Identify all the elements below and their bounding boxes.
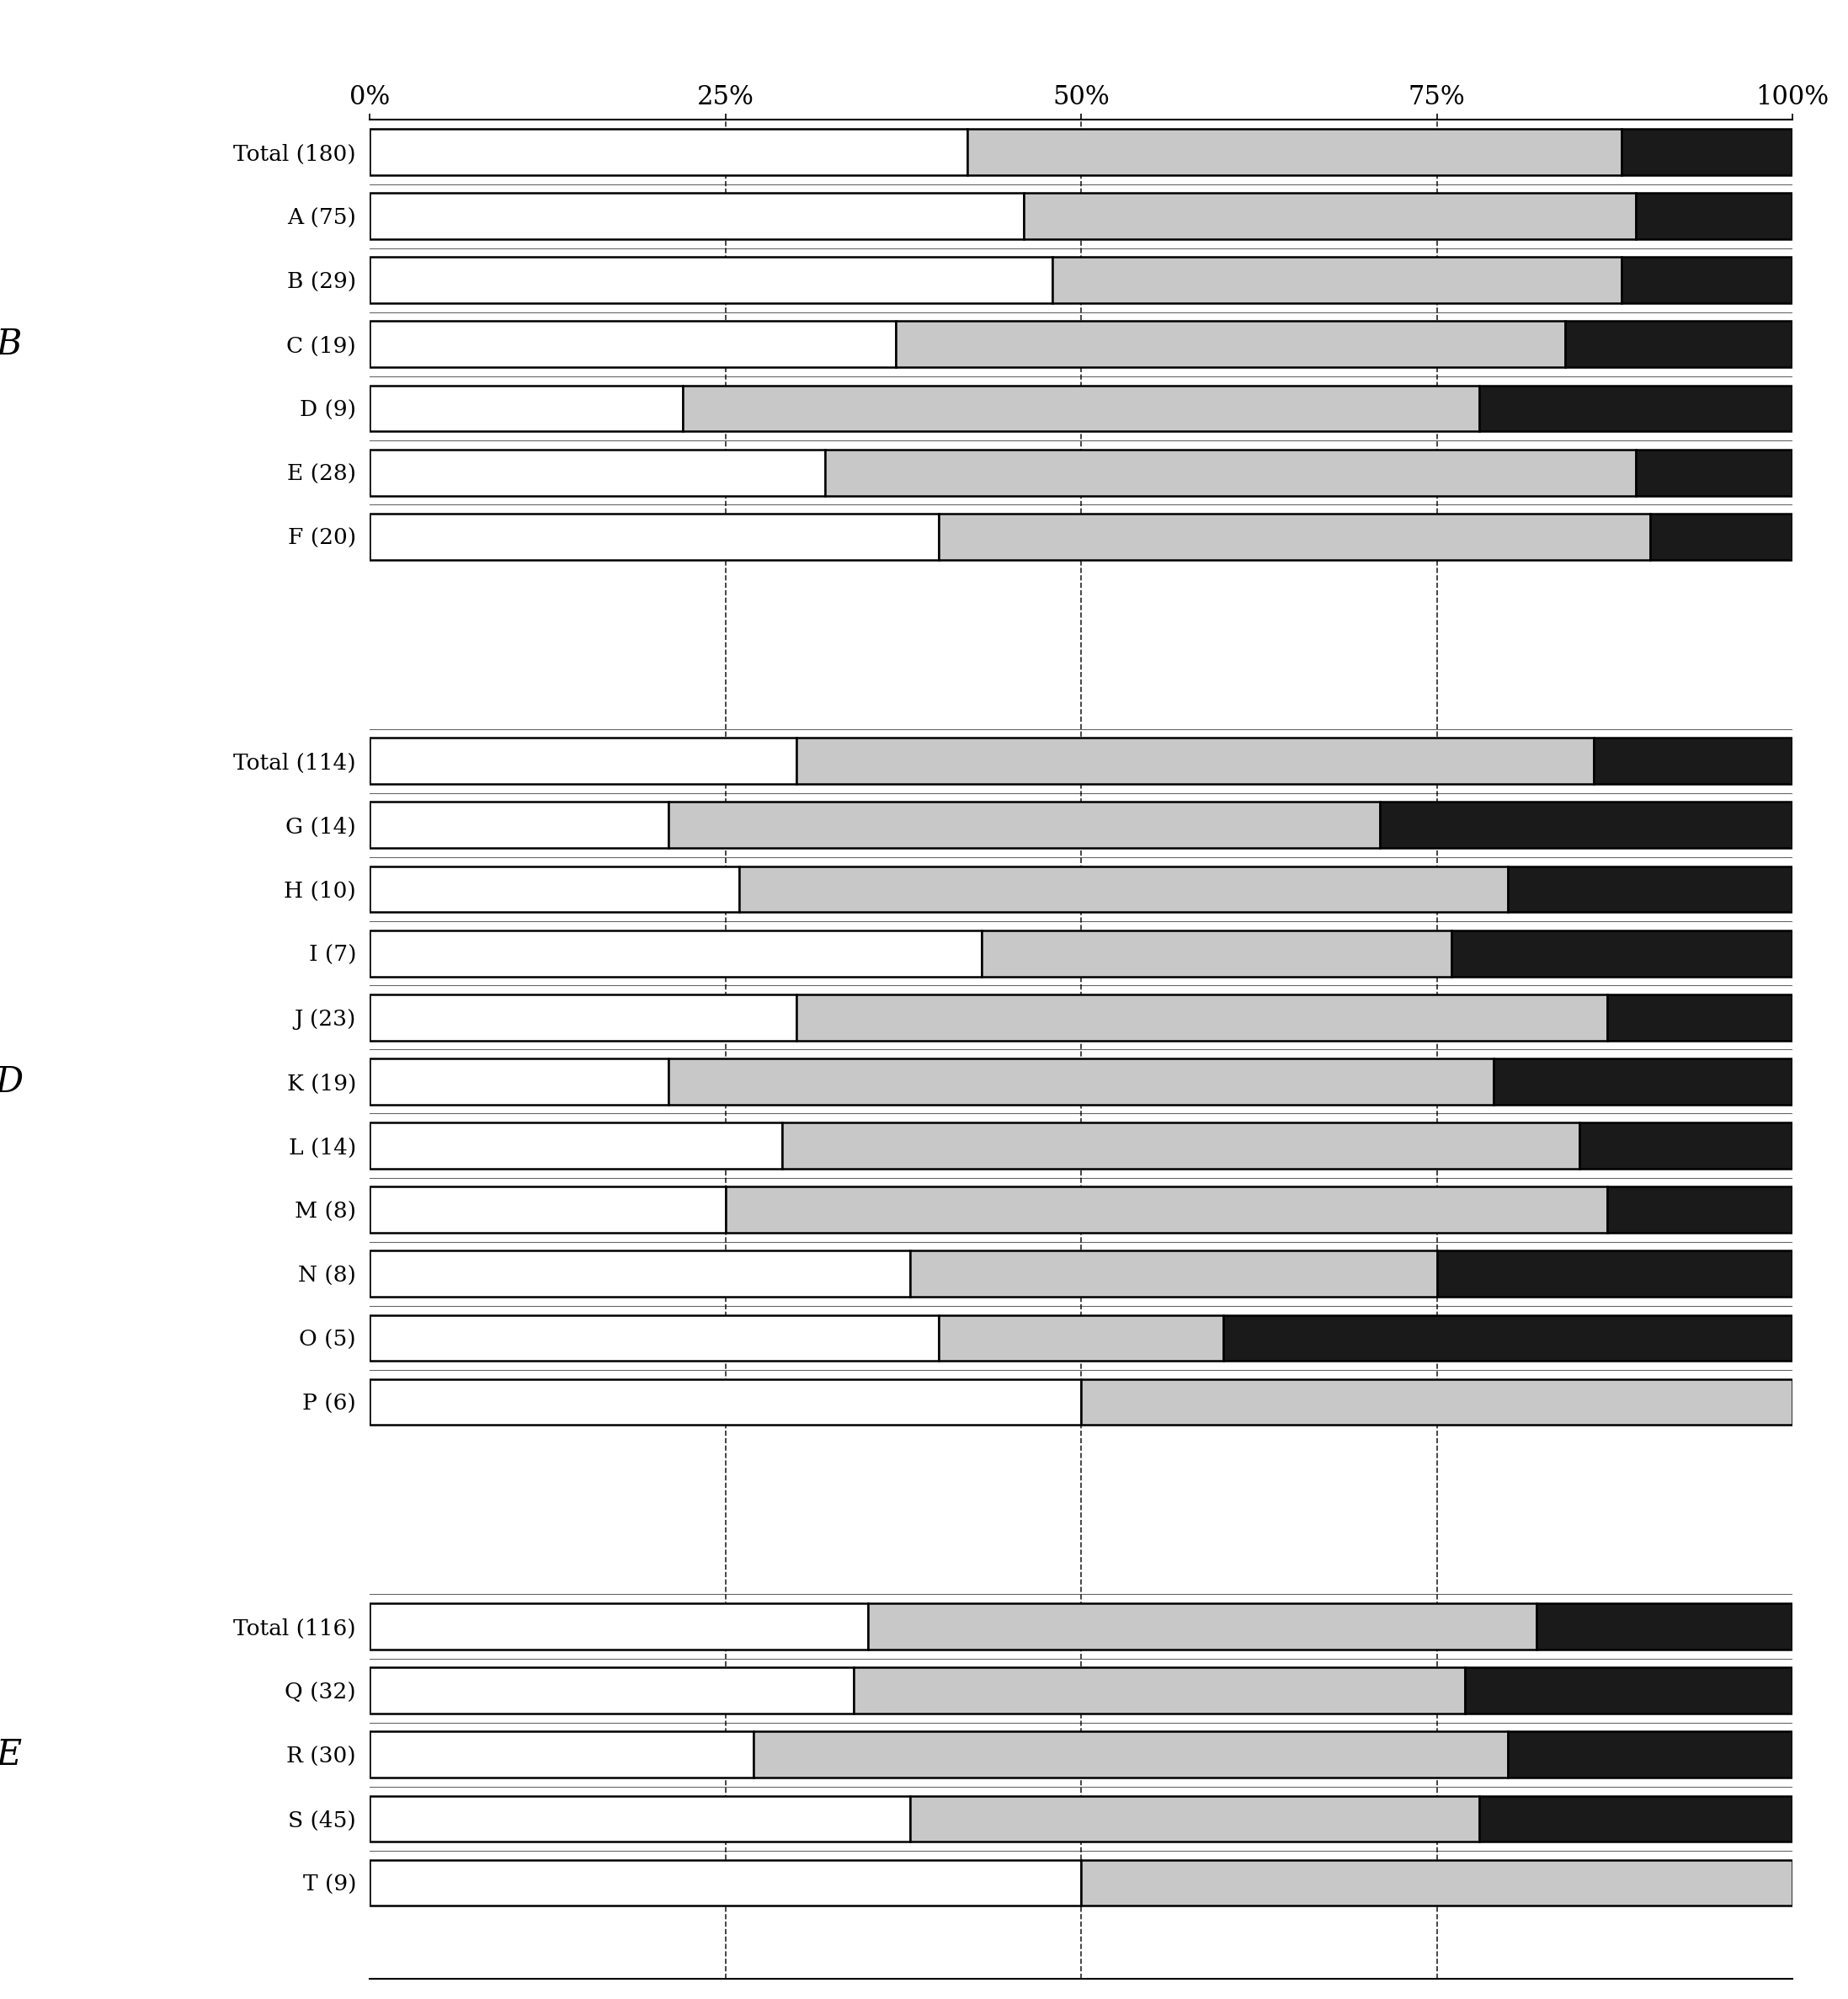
Bar xyxy=(370,1123,782,1169)
Bar xyxy=(1536,1603,1793,1649)
Bar xyxy=(370,866,739,912)
Bar xyxy=(1451,930,1793,976)
Bar xyxy=(854,1667,1465,1713)
Bar xyxy=(981,930,1451,976)
Bar xyxy=(1635,194,1793,240)
Bar xyxy=(682,386,1480,432)
Text: Colony B: Colony B xyxy=(0,326,22,362)
Bar xyxy=(370,1379,1081,1425)
Bar xyxy=(1465,1667,1793,1713)
Bar xyxy=(1565,322,1793,368)
Bar xyxy=(370,258,1053,304)
Bar xyxy=(1635,450,1793,496)
Bar xyxy=(669,1057,1493,1105)
Bar xyxy=(939,1315,1223,1361)
Bar xyxy=(754,1731,1508,1777)
Bar xyxy=(726,1187,1608,1233)
Bar xyxy=(370,994,796,1041)
Bar xyxy=(896,322,1565,368)
Bar xyxy=(1608,994,1793,1041)
Bar xyxy=(967,128,1623,176)
Bar xyxy=(1081,1379,1793,1425)
Bar xyxy=(1438,1251,1793,1297)
Bar xyxy=(1053,258,1623,304)
Bar xyxy=(796,994,1608,1041)
Bar xyxy=(370,1795,911,1841)
Bar xyxy=(370,930,981,976)
Bar xyxy=(370,802,669,848)
Bar xyxy=(1380,802,1793,848)
Bar xyxy=(869,1603,1536,1649)
Bar xyxy=(796,738,1593,784)
Bar xyxy=(739,866,1508,912)
Bar xyxy=(1508,866,1793,912)
Text: Colony D: Colony D xyxy=(0,1063,24,1099)
Bar xyxy=(1623,128,1793,176)
Bar xyxy=(370,1603,869,1649)
Bar xyxy=(370,322,896,368)
Bar xyxy=(370,1859,1081,1905)
Bar xyxy=(1480,386,1793,432)
Bar xyxy=(370,194,1024,240)
Bar xyxy=(370,450,824,496)
Bar xyxy=(370,386,682,432)
Bar xyxy=(1223,1315,1793,1361)
Bar xyxy=(370,738,796,784)
Bar xyxy=(370,514,939,560)
Bar xyxy=(370,1667,854,1713)
Bar xyxy=(911,1795,1480,1841)
Text: Colony E: Colony E xyxy=(0,1737,22,1773)
Bar xyxy=(370,1731,754,1777)
Bar xyxy=(939,514,1650,560)
Bar xyxy=(370,1251,911,1297)
Bar xyxy=(1024,194,1635,240)
Bar xyxy=(1493,1057,1793,1105)
Bar xyxy=(1508,1731,1793,1777)
Bar xyxy=(911,1251,1438,1297)
Bar xyxy=(1580,1123,1793,1169)
Bar xyxy=(1480,1795,1793,1841)
Bar xyxy=(370,128,967,176)
Bar xyxy=(782,1123,1580,1169)
Bar xyxy=(824,450,1635,496)
Bar xyxy=(1650,514,1793,560)
Bar xyxy=(370,1315,939,1361)
Bar xyxy=(370,1187,726,1233)
Bar xyxy=(1081,1859,1793,1905)
Bar xyxy=(669,802,1380,848)
Bar xyxy=(1593,738,1793,784)
Bar xyxy=(370,1057,669,1105)
Bar xyxy=(1623,258,1793,304)
Bar xyxy=(1608,1187,1793,1233)
